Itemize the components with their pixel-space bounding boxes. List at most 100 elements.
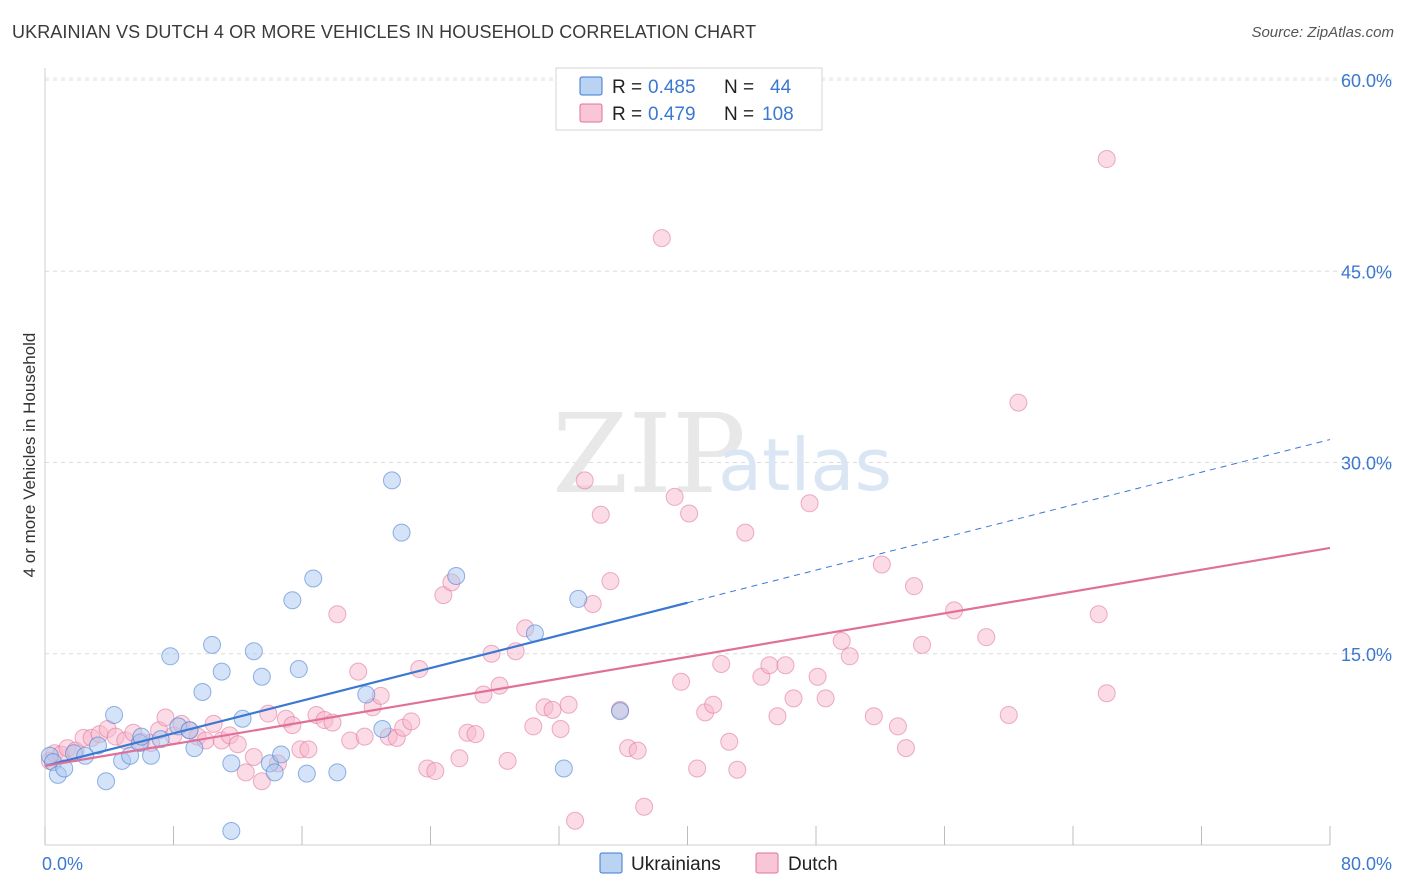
data-point-ukrainians (222, 821, 241, 840)
data-point-dutch (236, 763, 255, 782)
data-point-dutch (652, 229, 671, 248)
data-point-dutch (299, 740, 318, 759)
watermark-atlas: atlas (718, 423, 892, 507)
data-point-ukrainians (447, 566, 466, 585)
data-point-dutch (760, 656, 779, 675)
data-point-dutch (999, 705, 1018, 724)
data-point-dutch (635, 797, 654, 816)
data-point-dutch (244, 748, 263, 767)
y-tick-label: 30.0% (1341, 454, 1392, 474)
data-point-ukrainians (611, 702, 630, 721)
data-point-ukrainians (97, 772, 116, 791)
data-point-dutch (566, 811, 585, 830)
data-point-ukrainians (203, 635, 222, 654)
data-point-ukrainians (382, 471, 401, 490)
data-point-ukrainians (272, 745, 291, 764)
data-point-dutch (665, 487, 684, 506)
data-point-ukrainians (283, 591, 302, 610)
data-point-dutch (904, 577, 923, 596)
data-point-ukrainians (357, 685, 376, 704)
chart-source: Source: ZipAtlas.com (1251, 24, 1394, 41)
data-point-ukrainians (373, 719, 392, 738)
legend-n-value: 108 (762, 104, 794, 125)
data-point-dutch (913, 635, 932, 654)
data-point-ukrainians (222, 754, 241, 773)
data-point-dutch (498, 751, 517, 770)
legend-n-label: N = (724, 77, 754, 98)
data-point-dutch (434, 586, 453, 605)
legend: R = 0.485 N = 44 R = 0.479 N = 108 (555, 67, 823, 131)
data-point-ukrainians (193, 683, 212, 701)
data-point-dutch (840, 647, 859, 666)
bottom-legend-label-dutch: Dutch (788, 854, 838, 875)
data-point-dutch (768, 707, 787, 726)
data-point-dutch (896, 739, 915, 758)
data-point-ukrainians (244, 642, 263, 661)
legend-r-label: R = (612, 77, 642, 98)
data-point-dutch (591, 505, 610, 524)
legend-swatch-ukrainians (579, 76, 603, 96)
data-point-dutch (784, 689, 803, 708)
data-point-ukrainians (392, 523, 411, 542)
data-point-dutch (832, 632, 851, 650)
legend-swatch-dutch (579, 103, 603, 123)
data-point-dutch (1009, 393, 1028, 412)
data-point-dutch (704, 695, 723, 714)
legend-n-value: 44 (770, 77, 792, 98)
data-point-dutch (426, 762, 445, 781)
data-point-ukrainians (569, 589, 588, 608)
data-point-dutch (736, 523, 755, 542)
trend-lines (44, 439, 1331, 768)
data-point-ukrainians (265, 763, 284, 782)
x-tick-label: 80.0% (1341, 854, 1392, 874)
data-point-dutch (720, 732, 739, 751)
data-point-dutch (1097, 684, 1116, 703)
data-point-dutch (349, 662, 368, 681)
bottom-legend-label-ukrainians: Ukrainians (631, 854, 721, 875)
data-point-dutch (228, 735, 247, 754)
data-point-dutch (808, 667, 827, 686)
legend-r-value: 0.479 (648, 104, 696, 125)
data-point-dutch (728, 760, 747, 779)
data-point-dutch (601, 572, 620, 591)
data-point-dutch (575, 471, 594, 490)
data-point-dutch (474, 685, 493, 704)
data-point-ukrainians (297, 764, 316, 783)
y-axis-label: 4 or more Vehicles in Household (20, 333, 39, 578)
data-point-dutch (466, 725, 485, 744)
data-point-dutch (1089, 605, 1108, 624)
data-point-dutch (977, 628, 996, 647)
data-point-ukrainians (233, 709, 252, 728)
data-point-dutch (628, 741, 647, 760)
data-point-dutch (156, 708, 175, 727)
data-point-dutch (864, 707, 883, 726)
bottom-legend-swatch-dutch (755, 852, 779, 874)
data-point-ukrainians (252, 667, 271, 686)
watermark-zip: ZIP (552, 390, 746, 518)
data-point-dutch (800, 494, 819, 513)
data-point-ukrainians (161, 647, 180, 666)
y-tick-label: 45.0% (1341, 262, 1392, 282)
trend-line-ukrainians (44, 601, 688, 768)
data-point-ukrainians (89, 736, 108, 755)
data-point-dutch (672, 672, 691, 691)
legend-r-value: 0.485 (648, 77, 696, 98)
grid-lines (45, 77, 1392, 655)
watermark: ZIP atlas (552, 390, 892, 518)
data-point-dutch (355, 727, 374, 746)
legend-r-label: R = (612, 104, 642, 125)
data-point-dutch (524, 717, 543, 736)
bottom-legend-swatch-ukrainians (599, 852, 623, 874)
data-point-dutch (450, 749, 469, 768)
y-tick-label: 60.0% (1341, 71, 1392, 91)
tick-labels: 15.0% 30.0% 45.0% 60.0% 0.0% 80.0% (42, 71, 1392, 874)
data-point-dutch (888, 717, 907, 736)
data-point-ukrainians (304, 569, 323, 588)
series-ukrainians (40, 471, 630, 840)
axes (44, 68, 1331, 846)
data-point-dutch (872, 555, 891, 574)
data-point-ukrainians (212, 662, 231, 681)
data-point-dutch (559, 695, 578, 714)
data-point-dutch (490, 676, 509, 695)
data-point-dutch (328, 605, 347, 624)
